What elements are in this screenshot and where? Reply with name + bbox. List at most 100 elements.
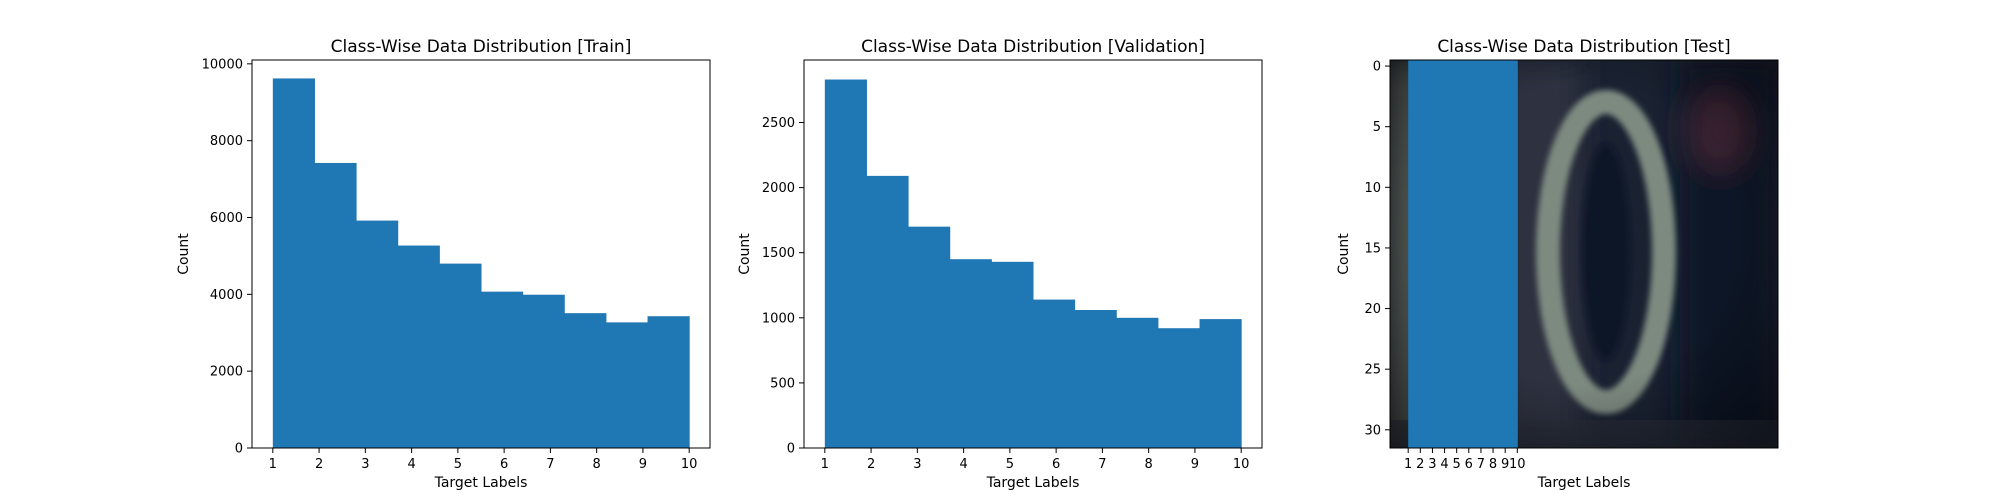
x-tick-label: 9 [639, 457, 647, 472]
y-tick-label: 0 [235, 442, 243, 457]
bar [824, 79, 867, 448]
y-tick-label: 1000 [762, 311, 795, 326]
y-ticks: 0 500 1000 1500 2000 2500 [762, 116, 804, 457]
bar [1451, 60, 1464, 448]
bar [1430, 60, 1442, 448]
y-ticks: 0 2000 4000 6000 8000 10000 [202, 57, 252, 457]
bar [1116, 317, 1159, 448]
y-axis-label: Count [176, 233, 192, 275]
x-tick-label: 8 [593, 457, 601, 472]
x-tick-label: 10 [681, 457, 698, 472]
x-tick-label: 7 [1098, 457, 1106, 472]
x-tick-label: 6 [1052, 457, 1060, 472]
x-tick-label: 6 [1465, 457, 1473, 472]
y-tick-label: 1500 [762, 246, 795, 261]
x-tick-label: 7 [546, 457, 554, 472]
bars [272, 78, 690, 448]
x-tick-label: 8 [1145, 457, 1153, 472]
bar [522, 294, 565, 448]
y-ticks: 0 5 10 15 20 25 30 [1364, 60, 1390, 438]
bar [1033, 299, 1076, 448]
y-tick-label: 2500 [762, 116, 795, 131]
y-tick-label: 0 [787, 442, 795, 457]
x-tick-label: 8 [1489, 457, 1497, 472]
x-tick-label: 6 [500, 457, 508, 472]
y-tick-label: 15 [1364, 241, 1381, 256]
x-tick-label: 4 [959, 457, 967, 472]
x-tick-label: 1 [269, 457, 277, 472]
bar [1495, 60, 1507, 448]
chart-title: Class-Wise Data Distribution [Test] [1437, 37, 1730, 57]
bar [314, 162, 357, 448]
x-axis-label: Target Labels [434, 475, 528, 491]
x-tick-label: 9 [1191, 457, 1199, 472]
x-tick-label: 1 [821, 457, 829, 472]
x-ticks: 1 2 3 4 5 6 7 8 9 10 [269, 448, 698, 472]
bar [1074, 309, 1117, 448]
x-tick-label: 5 [1006, 457, 1014, 472]
chart-panel-1: 1 2 3 4 5 6 7 8 9 10 0 2000 4000 6000 8000 10000 Class-W… [176, 37, 711, 491]
x-tick-label: 3 [913, 457, 921, 472]
y-tick-label: 10000 [202, 57, 243, 72]
bar [356, 220, 399, 448]
x-ticks: 1 2 3 4 5 6 7 8 9 10 [821, 448, 1250, 472]
bar [1484, 60, 1496, 448]
bar [908, 226, 951, 448]
x-tick-label: 5 [454, 457, 462, 472]
x-tick-label: 2 [867, 457, 875, 472]
y-tick-label: 2000 [762, 181, 795, 196]
axes-frame [1389, 59, 1779, 449]
y-tick-label: 500 [770, 376, 795, 391]
x-axis-label: Target Labels [986, 475, 1080, 491]
bar [1408, 60, 1420, 448]
bar [1440, 60, 1453, 448]
bars [1408, 60, 1518, 448]
bar [481, 291, 524, 448]
axes-frame [251, 59, 711, 449]
y-tick-label: 5 [1373, 120, 1381, 135]
x-tick-label: 1 [1404, 457, 1412, 472]
y-tick-label: 25 [1364, 363, 1381, 378]
y-tick-label: 4000 [210, 288, 243, 303]
y-tick-label: 0 [1373, 60, 1381, 75]
bar [1157, 328, 1201, 448]
chart-title: Class-Wise Data Distribution [Validation… [861, 37, 1205, 57]
x-axis-label: Target Labels [1537, 475, 1631, 491]
bar [647, 316, 690, 448]
chart-panel-2: 1 2 3 4 5 6 7 8 9 10 0 500 1000 1500 2000 2500 Class-Wis… [737, 37, 1263, 491]
y-axis-label: Count [1336, 233, 1352, 275]
bar [1473, 60, 1486, 448]
x-tick-label: 3 [361, 457, 369, 472]
x-tick-label: 9 [1501, 457, 1509, 472]
x-tick-label: 5 [1453, 457, 1461, 472]
axes-frame [803, 59, 1263, 449]
y-tick-label: 8000 [210, 134, 243, 149]
bar [272, 78, 315, 448]
bar [949, 259, 992, 448]
x-tick-label: 7 [1477, 457, 1485, 472]
y-tick-label: 2000 [210, 365, 243, 380]
x-tick-label: 2 [315, 457, 323, 472]
x-tick-label: 3 [1428, 457, 1436, 472]
bar [397, 245, 440, 448]
x-tick-label: 10 [1233, 457, 1250, 472]
x-tick-label: 10 [1509, 457, 1526, 472]
y-tick-label: 30 [1364, 423, 1381, 438]
x-tick-label: 2 [1416, 457, 1424, 472]
bar [866, 175, 909, 448]
chart-title: Class-Wise Data Distribution [Train] [331, 37, 632, 57]
x-ticks: 1 2 3 4 5 6 7 8 9 10 [1404, 448, 1526, 472]
y-tick-label: 10 [1364, 181, 1381, 196]
bar [991, 261, 1034, 448]
x-tick-label: 4 [407, 457, 415, 472]
bar [1199, 319, 1242, 448]
y-tick-label: 6000 [210, 211, 243, 226]
bar [1419, 60, 1431, 448]
bar [1506, 60, 1518, 448]
bar [1462, 60, 1475, 448]
bar [439, 263, 482, 448]
bar [605, 322, 649, 448]
x-tick-label: 4 [1440, 457, 1448, 472]
